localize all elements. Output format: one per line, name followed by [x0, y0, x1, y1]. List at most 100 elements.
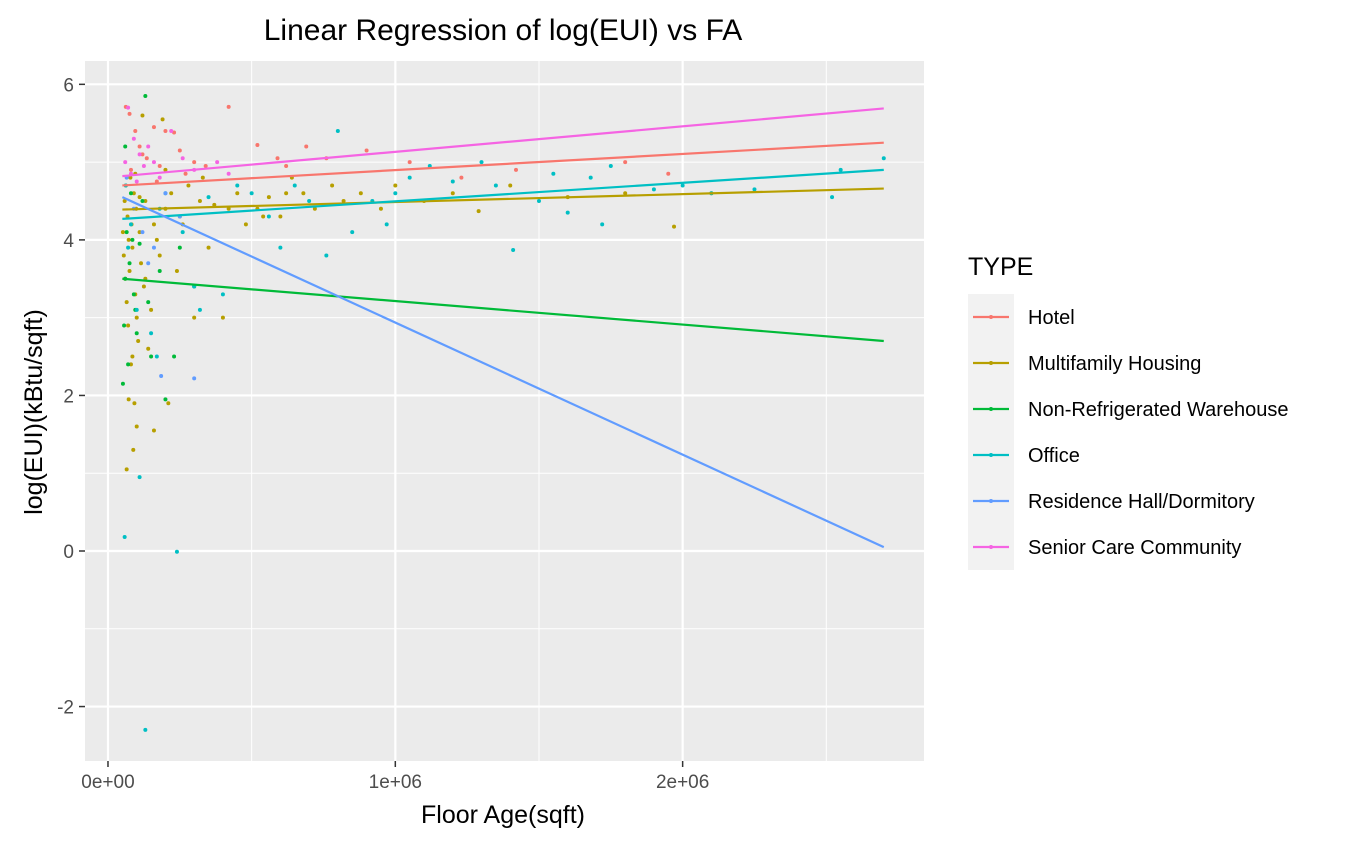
data-point	[149, 307, 154, 312]
data-point	[130, 354, 135, 359]
data-point	[206, 245, 211, 250]
data-point	[881, 156, 886, 161]
data-point	[151, 160, 156, 165]
regression-line	[122, 277, 884, 343]
data-point	[126, 245, 131, 250]
data-point	[128, 175, 133, 180]
y-tick-label: 2	[63, 386, 74, 407]
x-tick-label: 2e+06	[656, 772, 709, 793]
data-point	[358, 191, 363, 196]
x-tick-label: 1e+06	[369, 772, 422, 793]
data-point	[137, 475, 142, 480]
y-tick-label: 0	[63, 542, 74, 563]
data-point	[243, 222, 248, 227]
data-point	[275, 156, 280, 161]
data-point	[623, 191, 628, 196]
data-point	[131, 136, 136, 141]
legend-key-background	[968, 294, 1014, 570]
data-point	[146, 300, 151, 305]
data-point	[278, 214, 283, 219]
data-point	[157, 164, 162, 168]
data-point	[407, 160, 412, 165]
data-point	[133, 129, 138, 133]
data-point	[330, 183, 335, 188]
data-point	[157, 175, 162, 180]
data-point	[192, 160, 197, 165]
data-point	[120, 230, 125, 235]
y-axis-ticks: -2 0 2 4 6	[57, 75, 85, 719]
data-point	[122, 199, 127, 203]
legend-label: Office	[1028, 445, 1080, 467]
data-point	[235, 191, 240, 196]
data-point	[163, 167, 168, 172]
data-point	[151, 428, 156, 433]
data-point	[174, 269, 179, 273]
legend-label: Hotel	[1028, 307, 1075, 329]
data-point	[163, 191, 168, 196]
data-point	[304, 144, 309, 149]
data-point	[146, 346, 151, 351]
data-point	[140, 113, 145, 118]
data-point	[752, 187, 757, 192]
data-point	[128, 191, 133, 196]
data-point	[126, 237, 131, 242]
data-point	[132, 401, 137, 406]
regression-line	[122, 141, 884, 187]
data-point	[284, 164, 289, 168]
data-point	[127, 261, 132, 266]
data-point	[143, 94, 148, 98]
data-point	[312, 206, 317, 211]
data-point	[186, 183, 191, 188]
legend-key-point	[989, 407, 993, 411]
data-point	[172, 354, 177, 359]
data-point	[450, 179, 455, 184]
data-point	[459, 175, 464, 180]
legend-key-point	[989, 315, 993, 319]
data-point	[146, 261, 151, 266]
data-point	[137, 230, 142, 235]
data-point	[131, 191, 136, 196]
data-point	[134, 331, 139, 336]
data-point	[140, 152, 145, 157]
data-point	[341, 199, 346, 203]
data-point	[479, 160, 484, 165]
data-point	[159, 374, 164, 378]
data-point	[203, 164, 208, 168]
data-point	[122, 323, 127, 328]
legend-label: Residence Hall/Dormitory	[1028, 491, 1255, 513]
data-point	[120, 381, 125, 386]
data-point	[180, 230, 185, 235]
data-point	[131, 447, 136, 452]
data-point	[139, 261, 144, 266]
data-point	[141, 284, 146, 289]
data-point	[588, 175, 593, 180]
legend-label: Senior Care Community	[1028, 537, 1241, 559]
data-point	[200, 175, 205, 180]
data-point	[838, 167, 843, 172]
data-point	[123, 144, 128, 149]
data-point	[123, 160, 128, 165]
data-point	[121, 253, 126, 258]
data-point	[511, 248, 516, 252]
data-point	[124, 300, 129, 305]
data-point	[197, 307, 202, 312]
data-point	[126, 362, 131, 367]
data-point	[134, 315, 139, 320]
data-point	[174, 549, 179, 554]
data-point	[680, 183, 685, 188]
data-point	[127, 269, 132, 273]
data-point	[151, 245, 156, 250]
data-point	[249, 191, 254, 196]
regression-line	[121, 196, 885, 549]
data-point	[149, 354, 154, 359]
data-point	[206, 195, 211, 200]
data-point	[154, 354, 159, 359]
data-point	[124, 230, 129, 235]
plot-panel	[85, 61, 924, 761]
data-point	[137, 241, 142, 246]
data-point	[220, 315, 225, 320]
data-point	[128, 362, 133, 367]
y-tick-label: 4	[63, 231, 74, 252]
data-point	[143, 727, 148, 732]
data-point	[476, 209, 481, 214]
